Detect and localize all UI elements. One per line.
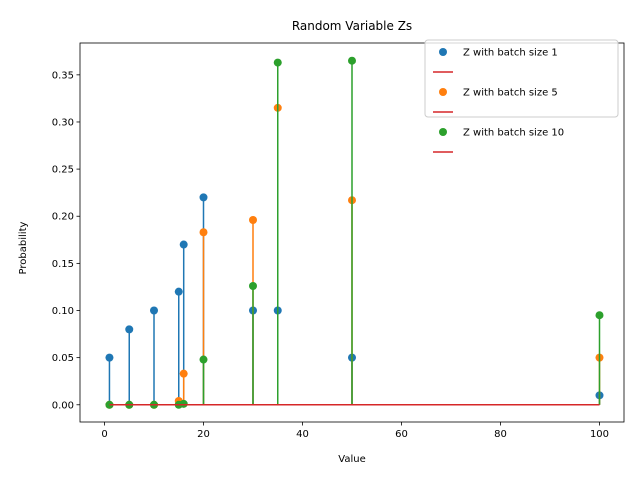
chart-title: Random Variable Zs <box>292 19 412 33</box>
data-point <box>179 369 188 378</box>
x-tick-label: 20 <box>197 429 210 440</box>
legend-entry-2: Z with batch size 5 <box>433 88 558 113</box>
data-point <box>179 240 188 249</box>
data-point <box>348 56 356 65</box>
data-point <box>125 325 134 334</box>
data-point <box>179 399 188 408</box>
legend-label: Z with batch size 10 <box>463 128 564 139</box>
y-tick-label: 0.35 <box>52 70 74 81</box>
legend-box <box>424 39 619 118</box>
y-tick-label: 0.25 <box>52 165 74 176</box>
data-point <box>150 306 159 315</box>
legend-marker <box>439 48 447 56</box>
x-tick-label: 0 <box>101 429 107 440</box>
x-axis-label: Value <box>338 454 365 465</box>
data-point <box>595 311 604 320</box>
legend-marker <box>439 128 447 136</box>
y-axis-label: Probability <box>18 221 29 274</box>
series-3 <box>105 56 604 409</box>
data-point <box>105 353 114 362</box>
data-point <box>174 287 183 296</box>
plot-area <box>105 56 604 409</box>
y-tick-label: 0.30 <box>52 117 74 128</box>
axes-frame <box>79 42 625 423</box>
data-point <box>199 193 208 202</box>
data-point <box>273 58 282 67</box>
legend-label: Z with batch size 1 <box>463 48 558 59</box>
y-tick-label: 0.00 <box>52 400 74 411</box>
data-point <box>249 216 258 225</box>
x-tick-label: 80 <box>494 429 507 440</box>
legend-entry-3: Z with batch size 10 <box>433 128 564 153</box>
legend-entry-1: Z with batch size 1 <box>433 48 558 73</box>
legend: Z with batch size 1 Z with batch size 5 Z … <box>424 39 619 153</box>
y-tick-label: 0.15 <box>52 259 74 270</box>
data-point <box>199 228 208 237</box>
x-tick-label: 100 <box>590 429 609 440</box>
y-tick-label: 0.20 <box>52 212 74 223</box>
axes: 0 20 40 60 80 100 0.00 0.05 0.10 0.15 0.20 0.25 0.30… <box>52 42 625 440</box>
y-tick-label: 0.10 <box>52 306 74 317</box>
y-tick-label: 0.05 <box>52 353 74 364</box>
x-tick-label: 60 <box>395 429 408 440</box>
x-tick-label: 40 <box>296 429 309 440</box>
legend-label: Z with batch size 5 <box>463 88 558 99</box>
data-point <box>199 355 208 364</box>
data-point <box>249 281 258 290</box>
legend-marker <box>439 88 447 96</box>
